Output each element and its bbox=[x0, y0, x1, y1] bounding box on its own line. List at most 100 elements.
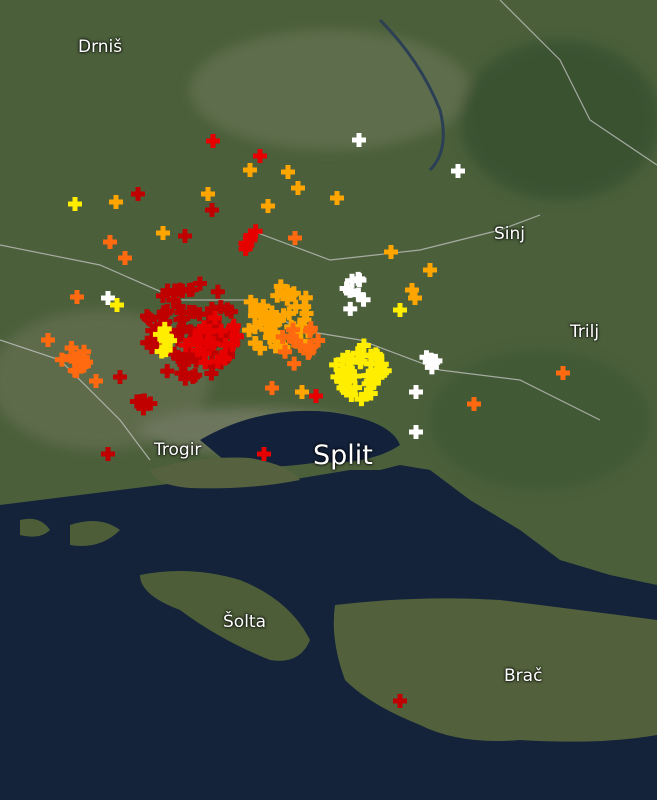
lightning-strike-marker bbox=[205, 359, 220, 374]
lightning-strike-marker bbox=[247, 308, 262, 323]
lightning-strike-marker bbox=[283, 287, 298, 302]
lightning-strike-marker bbox=[176, 320, 191, 335]
lightning-strike-marker bbox=[273, 279, 288, 294]
lightning-strike-marker bbox=[172, 323, 187, 338]
lightning-strike-marker bbox=[280, 291, 295, 306]
lightning-strike-marker bbox=[157, 321, 172, 336]
place-label-drnis: Drniš bbox=[78, 37, 123, 57]
place-label-split: Split bbox=[313, 440, 373, 471]
lightning-strike-marker bbox=[189, 353, 204, 368]
lightning-strike-marker bbox=[293, 338, 308, 353]
lightning-strike-marker bbox=[170, 349, 185, 364]
river bbox=[378, 18, 445, 172]
lightning-strike-marker bbox=[73, 359, 88, 374]
lightning-strike-marker bbox=[205, 203, 219, 217]
lightning-strike-marker bbox=[154, 317, 169, 332]
lightning-strike-marker bbox=[204, 366, 219, 381]
brac-island bbox=[333, 598, 657, 742]
lightning-strike-marker bbox=[253, 149, 267, 163]
place-label-trogir: Trogir bbox=[154, 440, 202, 460]
lightning-strike-marker bbox=[242, 323, 257, 338]
lightning-strike-marker bbox=[101, 291, 115, 305]
lightning-strike-marker bbox=[344, 352, 359, 367]
lightning-strike-marker bbox=[291, 181, 305, 195]
lightning-strike-marker bbox=[393, 303, 407, 317]
lightning-strike-marker bbox=[41, 333, 55, 347]
lightning-strike-marker bbox=[408, 291, 422, 305]
lightning-strike-marker bbox=[179, 352, 194, 367]
lightning-strike-marker bbox=[281, 165, 295, 179]
small-island bbox=[20, 518, 120, 546]
lightning-strike-marker bbox=[367, 373, 382, 388]
lightning-strike-marker bbox=[140, 335, 155, 350]
lightning-strike-marker bbox=[292, 319, 307, 334]
lightning-strike-marker bbox=[163, 333, 178, 348]
lightning-strike-marker bbox=[118, 251, 132, 265]
lightning-strike-marker bbox=[352, 133, 366, 147]
lightning-strike-marker bbox=[145, 323, 160, 338]
lightning-strike-marker bbox=[341, 382, 356, 397]
lightning-strike-marker bbox=[276, 308, 291, 323]
lightning-strike-marker bbox=[178, 371, 193, 386]
lightning-strike-marker bbox=[262, 313, 277, 328]
lightning-strike-marker bbox=[214, 323, 229, 338]
lightning-strike-marker bbox=[208, 310, 223, 325]
lightning-strike-marker bbox=[192, 323, 207, 338]
lightning-strike-marker bbox=[419, 350, 434, 365]
lightning-strike-marker bbox=[303, 323, 318, 338]
lightning-strike-marker bbox=[264, 305, 279, 320]
lightning-strike-marker bbox=[228, 328, 243, 343]
lightning-strike-marker bbox=[243, 163, 257, 177]
lightning-strike-marker bbox=[158, 314, 173, 329]
place-label-solta: Šolta bbox=[223, 612, 266, 632]
lightning-strike-marker bbox=[261, 199, 275, 213]
lightning-strike-marker bbox=[137, 393, 152, 408]
lightning-strike-marker bbox=[351, 287, 366, 302]
lightning-strike-marker bbox=[278, 344, 293, 359]
lightning-strike-marker bbox=[409, 425, 423, 439]
lightning-strike-marker bbox=[171, 299, 186, 314]
lightning-strike-marker bbox=[342, 283, 357, 298]
lightning-strike-marker bbox=[183, 324, 198, 339]
lightning-strike-marker bbox=[265, 381, 279, 395]
lightning-strike-marker bbox=[205, 336, 220, 351]
lightning-strike-marker bbox=[295, 385, 309, 399]
lightning-strike-marker bbox=[193, 334, 208, 349]
lightning-strike-marker bbox=[248, 224, 263, 239]
lightning-strike-marker bbox=[377, 363, 392, 378]
lightning-strike-marker bbox=[286, 333, 301, 348]
lightning-strike-marker bbox=[344, 388, 359, 403]
lightning-strike-marker bbox=[160, 364, 175, 379]
lightning-strike-marker bbox=[201, 307, 216, 322]
lightning-strike-marker bbox=[451, 164, 465, 178]
lightning-strike-marker bbox=[174, 305, 189, 320]
lightning-strike-marker bbox=[298, 290, 313, 305]
lightning-strike-marker bbox=[217, 330, 232, 345]
lightning-strike-marker bbox=[192, 276, 207, 291]
lightning-strike-marker bbox=[340, 361, 355, 376]
lightning-strike-marker bbox=[153, 310, 168, 325]
lightning-strike-marker bbox=[70, 290, 84, 304]
lightning-strike-marker bbox=[89, 374, 103, 388]
lightning-strike-marker bbox=[274, 338, 289, 353]
lightning-strike-marker bbox=[248, 298, 263, 313]
lightning-strike-marker bbox=[197, 320, 212, 335]
lightning-strike-marker bbox=[354, 392, 369, 407]
place-label-brac: Brač bbox=[504, 666, 543, 686]
lightning-strike-marker bbox=[54, 352, 69, 367]
lightning-strike-marker bbox=[556, 366, 570, 380]
lightning-strike-marker bbox=[356, 338, 371, 353]
lightning-strike-marker bbox=[270, 288, 285, 303]
lightning-strike-marker bbox=[166, 292, 181, 307]
lightning-strike-marker bbox=[204, 301, 219, 316]
kastela-bay bbox=[200, 410, 400, 467]
lightning-strike-marker bbox=[356, 292, 371, 307]
lightning-strike-marker bbox=[131, 187, 145, 201]
lightning-strike-marker bbox=[67, 363, 82, 378]
lightning-strike-marker bbox=[353, 354, 368, 369]
lightning-strike-marker bbox=[288, 231, 302, 245]
lightning-strike-marker bbox=[262, 330, 277, 345]
lightning-strike-marker bbox=[288, 299, 303, 314]
lightning-strike-marker bbox=[156, 226, 170, 240]
